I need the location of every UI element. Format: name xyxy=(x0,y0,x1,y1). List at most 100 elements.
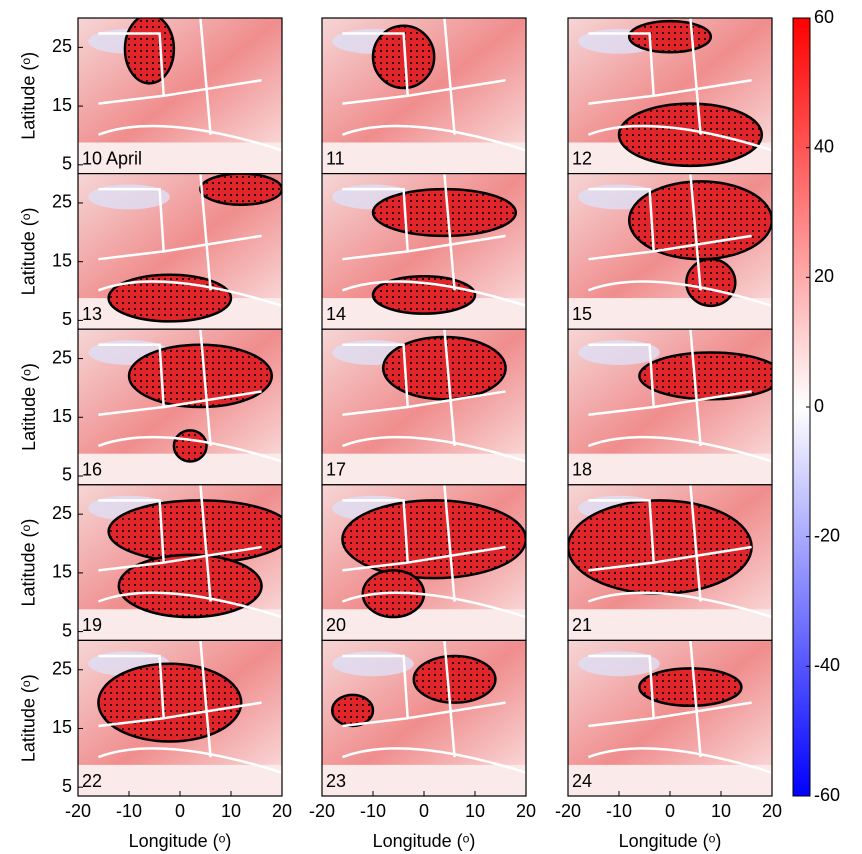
x-tick-label: 10 xyxy=(465,801,485,821)
significance-dots xyxy=(686,259,736,306)
map-panel xyxy=(78,173,282,330)
south-region xyxy=(568,453,772,485)
significance-dots xyxy=(629,181,772,260)
map-panel xyxy=(322,329,526,485)
significance-dots xyxy=(383,336,506,400)
significance-dots xyxy=(129,344,272,407)
map-panel xyxy=(568,173,772,330)
x-tick-label: -20 xyxy=(555,801,581,821)
country-borders xyxy=(587,18,772,152)
country-borders xyxy=(341,640,526,774)
x-tick-label: -20 xyxy=(65,801,91,821)
country-borders xyxy=(341,173,526,308)
south-region xyxy=(322,453,526,485)
y-tick-label: 25 xyxy=(52,347,72,367)
panel-label: 18 xyxy=(572,460,592,480)
country-borders xyxy=(341,484,526,619)
colorbar-tick-label: 20 xyxy=(814,266,834,286)
south-region xyxy=(568,298,772,330)
map-panel xyxy=(78,484,282,641)
panel-label: 17 xyxy=(326,460,346,480)
significance-dots xyxy=(108,500,282,563)
map-panel xyxy=(322,18,526,174)
x-tick-label: -10 xyxy=(606,801,632,821)
x-axis-label: Longitude (ᵒ) xyxy=(373,831,476,851)
panel-label: 14 xyxy=(326,304,346,324)
y-axis-label: Latitude (ᵒ) xyxy=(19,674,39,762)
map-panel xyxy=(568,640,772,796)
x-tick-label: 10 xyxy=(221,801,241,821)
significance-dots xyxy=(413,655,496,703)
x-tick-label: 20 xyxy=(516,801,536,821)
significance-dots xyxy=(639,352,772,400)
significance-dots xyxy=(629,21,711,53)
y-tick-label: 15 xyxy=(52,562,72,582)
y-tick-label: 15 xyxy=(52,717,72,737)
map-panel xyxy=(322,484,526,641)
significance-dots xyxy=(124,18,174,84)
country-borders xyxy=(97,640,282,774)
y-tick-label: 15 xyxy=(52,406,72,426)
x-tick-label: 0 xyxy=(419,801,429,821)
map-panel xyxy=(322,640,526,796)
x-tick-label: 10 xyxy=(711,801,731,821)
country-borders xyxy=(97,18,282,152)
panel-label: 15 xyxy=(572,304,592,324)
x-tick-label: 0 xyxy=(175,801,185,821)
x-axis-label: Longitude (ᵒ) xyxy=(619,831,722,851)
y-tick-label: 25 xyxy=(52,659,72,679)
x-axis-label: Longitude (ᵒ) xyxy=(129,831,232,851)
panel-label: 10 April xyxy=(82,148,142,168)
south-region xyxy=(568,609,772,641)
colorbar-tick-label: -40 xyxy=(814,655,840,675)
south-region xyxy=(78,142,282,174)
country-borders xyxy=(341,329,526,463)
map-panel xyxy=(322,173,526,330)
cool-region xyxy=(578,651,660,677)
panel-label: 21 xyxy=(572,615,592,635)
panel-label: 19 xyxy=(82,615,102,635)
panel-label: 20 xyxy=(326,615,346,635)
cool-region xyxy=(332,651,414,677)
y-tick-label: 25 xyxy=(52,192,72,212)
country-borders xyxy=(587,173,772,308)
significance-dots xyxy=(342,500,526,579)
x-tick-label: 0 xyxy=(665,801,675,821)
colorbar-tick-label: 0 xyxy=(814,396,824,416)
panel-label: 22 xyxy=(82,771,102,791)
country-borders xyxy=(97,173,282,308)
y-tick-label: 5 xyxy=(62,154,72,174)
y-tick-label: 5 xyxy=(62,309,72,329)
x-tick-label: 20 xyxy=(272,801,292,821)
y-tick-label: 15 xyxy=(52,250,72,270)
country-borders xyxy=(587,484,772,619)
x-tick-label: -10 xyxy=(116,801,142,821)
y-tick-label: 5 xyxy=(62,776,72,796)
x-tick-label: -20 xyxy=(309,801,335,821)
country-borders xyxy=(97,329,282,463)
panel-label: 16 xyxy=(82,460,102,480)
map-panel xyxy=(568,18,772,174)
map-panel xyxy=(568,329,772,485)
colorbar-tick-label: -60 xyxy=(814,785,840,805)
panel-label: 11 xyxy=(326,148,345,168)
y-tick-label: 25 xyxy=(52,36,72,56)
significance-dots xyxy=(173,430,207,462)
colorbar-tick-label: 40 xyxy=(814,136,834,156)
x-tick-label: -10 xyxy=(360,801,386,821)
y-axis-label: Latitude (ᵒ) xyxy=(19,363,39,451)
y-axis-label: Latitude (ᵒ) xyxy=(19,52,39,140)
map-panel xyxy=(78,18,282,174)
significance-dots xyxy=(639,668,742,706)
panel-label: 23 xyxy=(326,771,346,791)
y-axis-label: Latitude (ᵒ) xyxy=(19,207,39,295)
panel-label: 24 xyxy=(572,771,592,791)
significance-dots xyxy=(98,663,242,742)
colorbar-tick-label: -20 xyxy=(814,525,840,545)
y-tick-label: 5 xyxy=(62,465,72,485)
map-panel xyxy=(78,329,282,485)
map-panel xyxy=(568,484,772,641)
significance-dots xyxy=(619,103,762,166)
y-tick-label: 25 xyxy=(52,503,72,523)
